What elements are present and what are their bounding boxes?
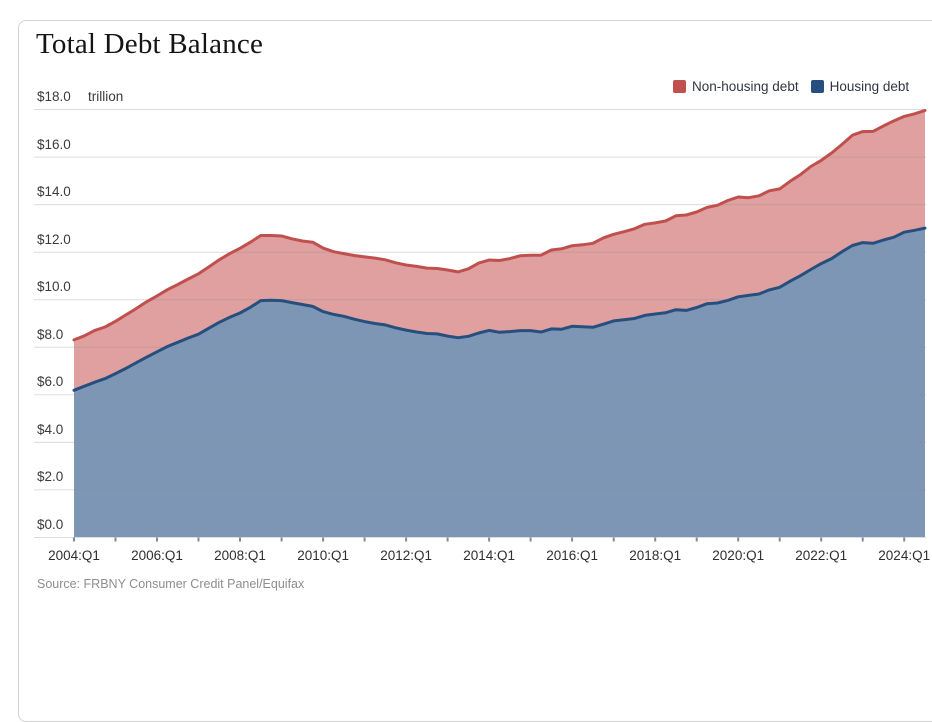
legend-swatch-icon <box>810 80 824 93</box>
x-axis-year-ticks <box>73 537 906 542</box>
legend-item: Housing debt <box>810 79 910 94</box>
x-tick-label: 2014:Q1 <box>463 548 515 563</box>
y-tick-label: $8.0 <box>37 326 64 342</box>
y-tick-label: $10.0 <box>37 279 71 295</box>
legend-label: Housing debt <box>829 79 910 94</box>
x-tick-label: 2004:Q1 <box>48 548 100 563</box>
unit-label: trillion <box>88 89 124 104</box>
y-tick-label: $0.0 <box>37 517 64 532</box>
y-tick-label: $2.0 <box>37 469 64 485</box>
x-tick-label: 2022:Q1 <box>795 548 848 563</box>
legend-swatch-icon <box>673 80 686 93</box>
legend-label: Non-housing debt <box>692 79 799 94</box>
x-tick-label: 2018:Q1 <box>629 548 682 563</box>
source-note: Source: FRBNY Consumer Credit Panel/Equi… <box>37 577 305 591</box>
y-tick-label: $12.0 <box>37 231 71 247</box>
housing-debt-line <box>72 226 927 392</box>
x-tick-label: 2008:Q1 <box>214 548 266 563</box>
total-debt-stacked-area-chart <box>34 108 927 542</box>
chart-legend: Non-housing debt Housing debt <box>673 79 921 94</box>
y-tick-label: $6.0 <box>37 374 64 390</box>
total-debt-line <box>72 108 927 342</box>
non-housing-debt-area <box>74 110 925 391</box>
page-title: Total Debt Balance <box>36 28 264 60</box>
x-tick-label: 2010:Q1 <box>297 548 349 563</box>
gridlines <box>34 109 926 538</box>
x-tick-label: 2020:Q1 <box>712 548 765 563</box>
y-tick-label: $4.0 <box>37 421 64 437</box>
y-tick-label: $18.0 <box>37 89 71 104</box>
legend-item: Non-housing debt <box>673 79 799 94</box>
x-tick-label: 2024:Q1 <box>878 548 931 563</box>
y-tick-label: $16.0 <box>37 136 71 152</box>
x-tick-label: 2012:Q1 <box>380 548 432 563</box>
housing-debt-area <box>74 228 925 537</box>
x-tick-label: 2006:Q1 <box>131 548 183 563</box>
x-tick-label: 2016:Q1 <box>546 548 598 563</box>
y-tick-label: $14.0 <box>37 184 71 200</box>
